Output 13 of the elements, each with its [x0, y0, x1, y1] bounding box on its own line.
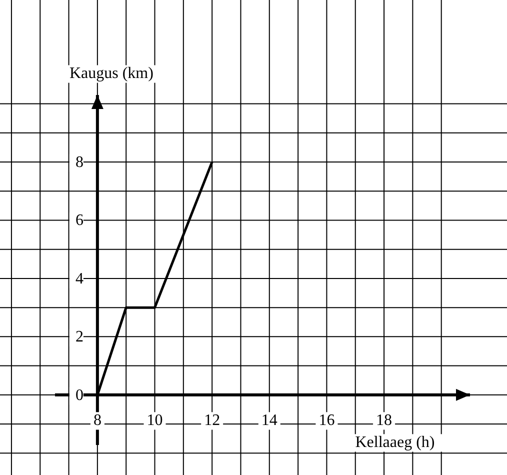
y-tick-label: 4: [75, 270, 84, 288]
x-tick-label: 18: [376, 412, 392, 429]
y-tick-label: 2: [75, 328, 84, 346]
y-axis-title: Kaugus (km): [69, 65, 154, 82]
x-tick-label: 8: [93, 412, 102, 429]
y-tick-label: 6: [75, 212, 84, 230]
y-tick-label: 8: [75, 154, 84, 171]
x-tick-label: 12: [204, 412, 220, 429]
x-tick-label: 10: [146, 412, 163, 429]
x-axis-title: Kellaaeg (h): [355, 434, 435, 451]
x-tick-label: 16: [318, 412, 335, 429]
y-tick-label: 0: [75, 386, 84, 404]
x-tick-label: 14: [261, 412, 278, 429]
